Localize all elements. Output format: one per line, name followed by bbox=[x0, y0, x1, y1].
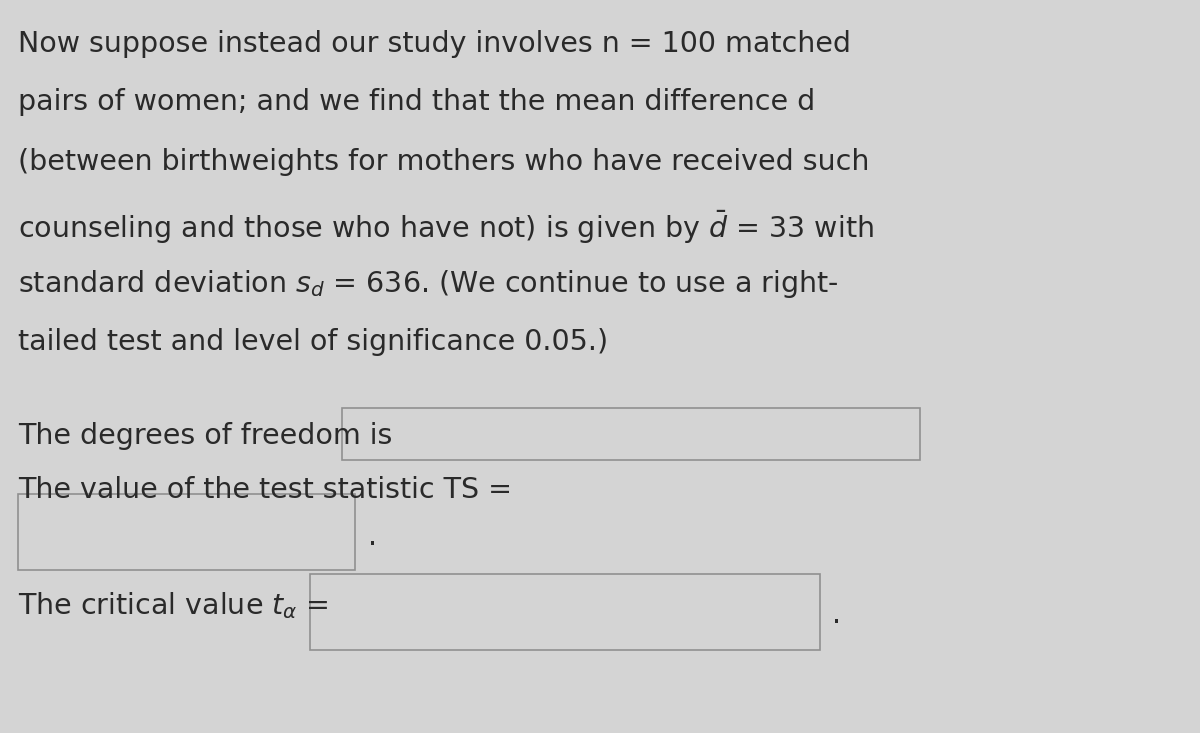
Text: The degrees of freedom is: The degrees of freedom is bbox=[18, 422, 392, 450]
Bar bbox=[310, 574, 820, 650]
Text: The critical value $t_{\alpha}$ =: The critical value $t_{\alpha}$ = bbox=[18, 590, 329, 621]
Bar bbox=[18, 494, 355, 570]
Text: pairs of women; and we find that the mean difference d: pairs of women; and we find that the mea… bbox=[18, 88, 815, 116]
Text: tailed test and level of significance 0.05.): tailed test and level of significance 0.… bbox=[18, 328, 608, 356]
Text: .: . bbox=[368, 523, 377, 551]
Text: Now suppose instead our study involves n = 100 matched: Now suppose instead our study involves n… bbox=[18, 30, 851, 58]
Text: (between birthweights for mothers who have received such: (between birthweights for mothers who ha… bbox=[18, 148, 869, 176]
Bar bbox=[342, 408, 920, 460]
Text: counseling and those who have not) is given by $\bar{d}$ = 33 with: counseling and those who have not) is gi… bbox=[18, 208, 874, 246]
Text: .: . bbox=[832, 601, 841, 629]
Text: standard deviation $s_d$ = 636. (We continue to use a right-: standard deviation $s_d$ = 636. (We cont… bbox=[18, 268, 839, 300]
Text: The value of the test statistic TS =: The value of the test statistic TS = bbox=[18, 476, 512, 504]
